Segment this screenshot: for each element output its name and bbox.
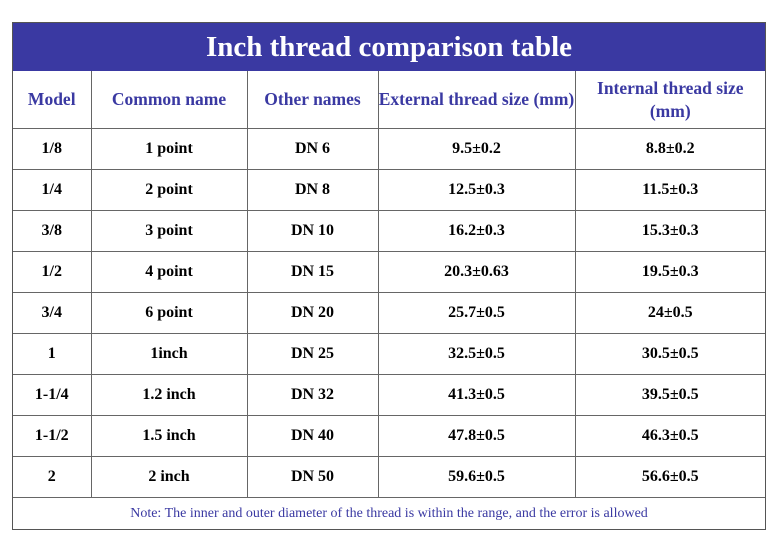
- cell-internal-size: 11.5±0.3: [574, 169, 765, 211]
- cell-internal-size: 8.8±0.2: [574, 128, 765, 170]
- header-external-thread-size: External thread size (mm): [377, 71, 576, 129]
- cell-internal-size: 56.6±0.5: [574, 456, 765, 498]
- header-model: Model: [13, 71, 92, 129]
- header-row: Model Common name Other names External t…: [13, 71, 765, 129]
- cell-model: 2: [13, 456, 92, 498]
- table-row: 1-1/4 1.2 inch DN 32 41.3±0.5 39.5±0.5: [13, 374, 765, 416]
- table-row: 1/8 1 point DN 6 9.5±0.2 8.8±0.2: [13, 128, 765, 170]
- cell-model: 1/8: [13, 128, 92, 170]
- table-row: 1-1/2 1.5 inch DN 40 47.8±0.5 46.3±0.5: [13, 415, 765, 457]
- cell-other-names: DN 20: [246, 292, 379, 334]
- cell-external-size: 47.8±0.5: [377, 415, 576, 457]
- cell-common-name: 1inch: [90, 333, 248, 375]
- table-row: 2 2 inch DN 50 59.6±0.5 56.6±0.5: [13, 456, 765, 498]
- cell-common-name: 2 point: [90, 169, 248, 211]
- cell-internal-size: 19.5±0.3: [574, 251, 765, 293]
- cell-other-names: DN 25: [246, 333, 379, 375]
- table-row: 1/4 2 point DN 8 12.5±0.3 11.5±0.3: [13, 169, 765, 211]
- cell-common-name: 1.5 inch: [90, 415, 248, 457]
- header-other-names: Other names: [246, 71, 379, 129]
- cell-model: 1-1/2: [13, 415, 92, 457]
- cell-model: 1: [13, 333, 92, 375]
- cell-common-name: 4 point: [90, 251, 248, 293]
- cell-internal-size: 15.3±0.3: [574, 210, 765, 252]
- cell-other-names: DN 32: [246, 374, 379, 416]
- cell-common-name: 1.2 inch: [90, 374, 248, 416]
- cell-other-names: DN 10: [246, 210, 379, 252]
- table-row: 1 1inch DN 25 32.5±0.5 30.5±0.5: [13, 333, 765, 375]
- cell-other-names: DN 15: [246, 251, 379, 293]
- header-internal-thread-size: Internal thread size (mm): [574, 71, 765, 129]
- table-note: Note: The inner and outer diameter of th…: [13, 497, 765, 530]
- cell-external-size: 9.5±0.2: [377, 128, 576, 170]
- cell-internal-size: 39.5±0.5: [574, 374, 765, 416]
- cell-external-size: 59.6±0.5: [377, 456, 576, 498]
- cell-common-name: 1 point: [90, 128, 248, 170]
- cell-internal-size: 30.5±0.5: [574, 333, 765, 375]
- table-row: 3/4 6 point DN 20 25.7±0.5 24±0.5: [13, 292, 765, 334]
- cell-external-size: 25.7±0.5: [377, 292, 576, 334]
- cell-other-names: DN 8: [246, 169, 379, 211]
- cell-internal-size: 24±0.5: [574, 292, 765, 334]
- cell-model: 3/8: [13, 210, 92, 252]
- cell-other-names: DN 6: [246, 128, 379, 170]
- note-row: Note: The inner and outer diameter of th…: [13, 497, 765, 530]
- cell-model: 3/4: [13, 292, 92, 334]
- header-common-name: Common name: [90, 71, 248, 129]
- cell-model: 1/2: [13, 251, 92, 293]
- cell-other-names: DN 40: [246, 415, 379, 457]
- cell-external-size: 16.2±0.3: [377, 210, 576, 252]
- cell-external-size: 12.5±0.3: [377, 169, 576, 211]
- cell-common-name: 3 point: [90, 210, 248, 252]
- cell-other-names: DN 50: [246, 456, 379, 498]
- cell-external-size: 32.5±0.5: [377, 333, 576, 375]
- cell-external-size: 20.3±0.63: [377, 251, 576, 293]
- cell-model: 1/4: [13, 169, 92, 211]
- cell-external-size: 41.3±0.5: [377, 374, 576, 416]
- cell-common-name: 6 point: [90, 292, 248, 334]
- table-title: Inch thread comparison table: [13, 23, 765, 71]
- cell-internal-size: 46.3±0.5: [574, 415, 765, 457]
- thread-comparison-table: Model Common name Other names External t…: [13, 71, 765, 530]
- cell-common-name: 2 inch: [90, 456, 248, 498]
- table-row: 3/8 3 point DN 10 16.2±0.3 15.3±0.3: [13, 210, 765, 252]
- table-row: 1/2 4 point DN 15 20.3±0.63 19.5±0.3: [13, 251, 765, 293]
- cell-model: 1-1/4: [13, 374, 92, 416]
- comparison-table-frame: Inch thread comparison table Model Commo…: [12, 22, 766, 530]
